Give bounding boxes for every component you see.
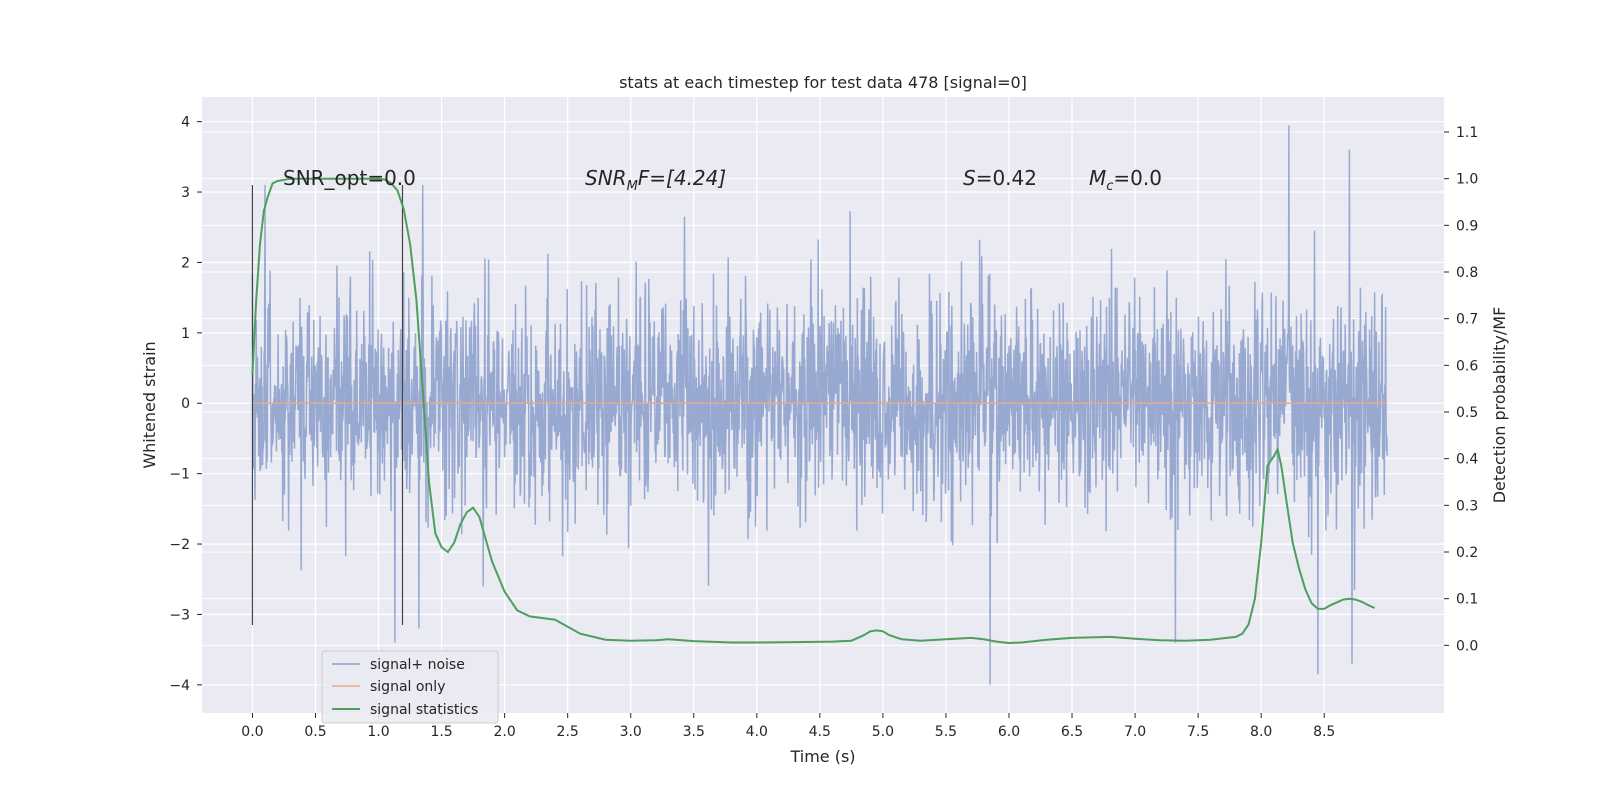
x-tick-label: 4.0	[746, 724, 768, 740]
x-tick-label: 2.0	[493, 724, 515, 740]
annotation-snr-mf: SNRMF=[4.24]	[585, 166, 726, 194]
annotation-s-value: =0.42	[976, 166, 1037, 190]
y-tick-label: −1	[169, 467, 190, 483]
y-tick-label: 4	[181, 115, 190, 131]
x-tick-label: 7.5	[1187, 724, 1209, 740]
legend-label-signal-statistics: signal statistics	[370, 702, 478, 718]
annotation-s-var: S	[963, 166, 976, 190]
annotation-mc-value: =0.0	[1113, 166, 1162, 190]
x-tick-label: 3.5	[683, 724, 705, 740]
y-tick-label: 2	[181, 255, 190, 271]
x-tick-label: 8.0	[1250, 724, 1272, 740]
x-tick-label: 3.0	[620, 724, 642, 740]
y2-tick-label: 0.5	[1456, 405, 1478, 421]
x-tick-label: 7.0	[1124, 724, 1146, 740]
x-tick-label: 6.0	[998, 724, 1020, 740]
x-tick-label: 6.5	[1061, 724, 1083, 740]
y-tick-label: 1	[181, 326, 190, 342]
y2-tick-label: 0.2	[1456, 545, 1478, 561]
y2-tick-label: 0.1	[1456, 592, 1478, 608]
annotation-mc-sub: c	[1106, 179, 1113, 194]
annotation-snr-mf-rest: F=[4.24]	[638, 166, 726, 190]
x-tick-label: 0.0	[241, 724, 263, 740]
annotation-snr-mf-var: SNR	[585, 166, 627, 190]
y2-tick-label: 0.9	[1456, 218, 1478, 234]
y-tick-label: −4	[169, 678, 190, 694]
y2-tick-label: 1.1	[1456, 125, 1478, 141]
annotation-snr-mf-sub: M	[627, 179, 638, 194]
y2-tick-label: 0.4	[1456, 452, 1478, 468]
signal-plus-noise-line	[251, 125, 1389, 685]
series-signal-statistics	[251, 177, 1376, 645]
x-tick-label: 1.5	[430, 724, 452, 740]
x-tick-label: 8.5	[1313, 724, 1335, 740]
y2-tick-label: 0.8	[1456, 265, 1478, 281]
y-axis-label: Whitened strain	[140, 341, 159, 468]
annotation-s: S=0.42	[963, 166, 1037, 190]
y2-tick-label: 0.0	[1456, 638, 1478, 654]
vertical-markers	[251, 185, 404, 625]
x-axis-label: Time (s)	[789, 747, 855, 766]
axis-ticks: 0.0 0.5 1.0 1.5 2.0 2.5 3.0 3.5 4.0 4.5 5.0 5.5 6.0 6…	[169, 115, 1478, 740]
legend: signal+ noise signal only signal statist…	[321, 650, 499, 724]
x-tick-label: 2.5	[557, 724, 579, 740]
x-tick-label: 5.5	[935, 724, 957, 740]
chart-title: stats at each timestep for test data 478…	[619, 73, 1027, 92]
legend-label-signal-only: signal only	[370, 679, 445, 695]
y2-tick-label: 0.6	[1456, 358, 1478, 374]
y2-tick-label: 1.0	[1456, 172, 1478, 188]
x-tick-label: 4.5	[809, 724, 831, 740]
y2-axis-label: Detection probability/MF	[1490, 307, 1509, 504]
legend-label-signal-plus-noise: signal+ noise	[370, 657, 465, 673]
legend-box	[321, 650, 499, 724]
annotation-snr-opt: SNR_opt=0.0	[283, 166, 416, 190]
signal-statistics-line	[251, 177, 1376, 645]
y-tick-label: 3	[181, 185, 190, 201]
x-tick-label: 5.0	[872, 724, 894, 740]
y-tick-label: −2	[169, 537, 190, 553]
y-tick-label: 0	[181, 396, 190, 412]
annotation-mc: Mc=0.0	[1089, 166, 1162, 194]
annotation-mc-var: M	[1089, 166, 1106, 190]
series-signal-plus-noise	[251, 125, 1389, 685]
y2-tick-label: 0.7	[1456, 312, 1478, 328]
x-tick-label: 0.5	[304, 724, 326, 740]
y-tick-label: −3	[169, 607, 190, 623]
y2-tick-label: 0.3	[1456, 498, 1478, 514]
x-tick-label: 1.0	[367, 724, 389, 740]
